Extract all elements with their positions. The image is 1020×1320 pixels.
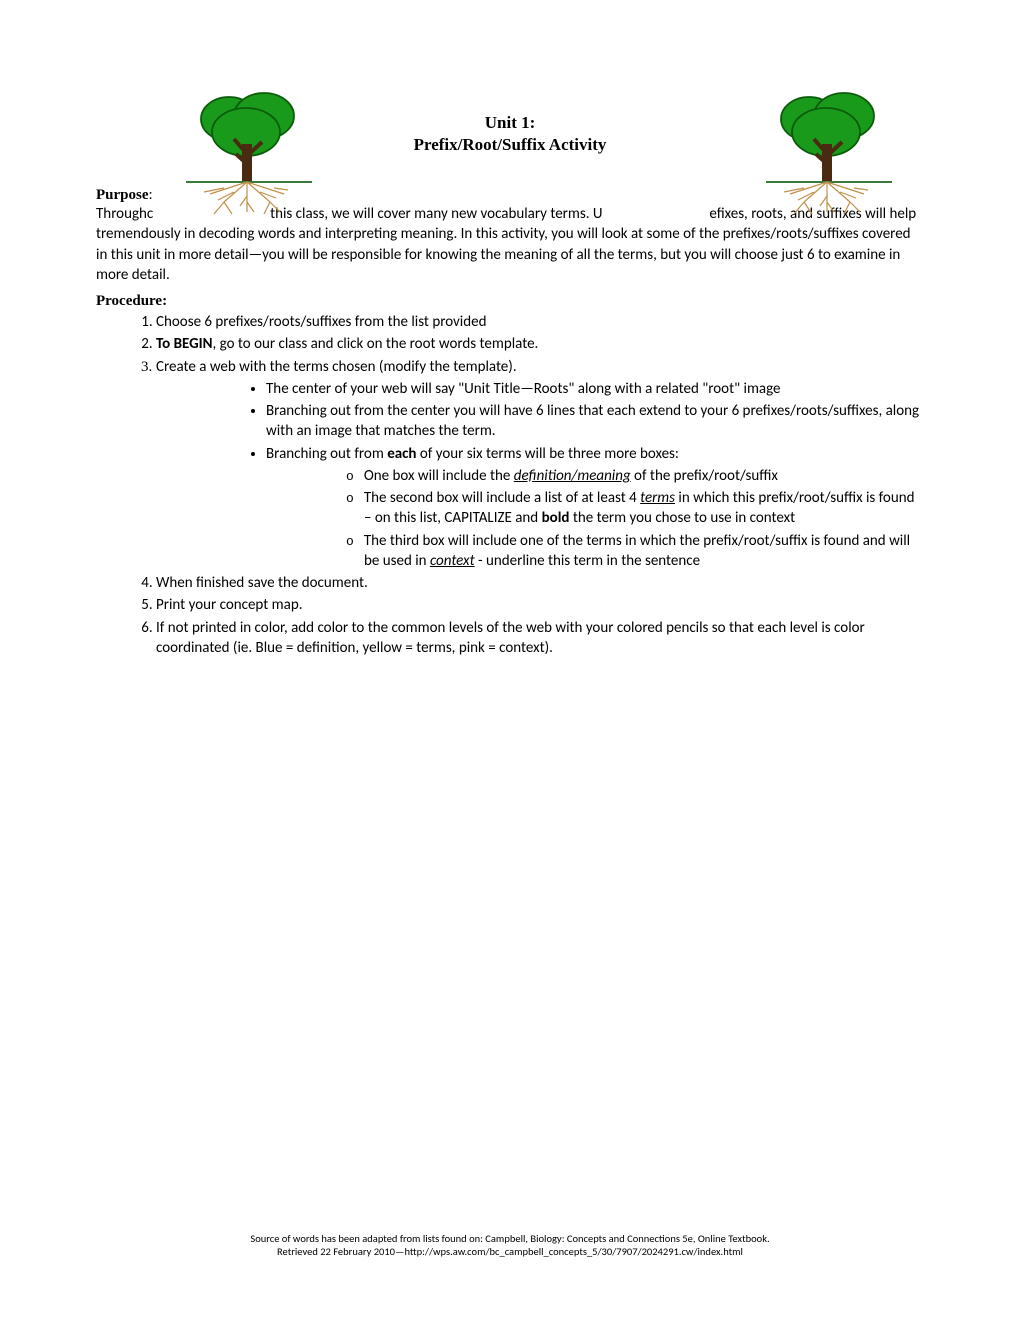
- procedure-3-b3-pre: Branching out from: [266, 445, 387, 463]
- procedure-item-5: Print your concept map.: [156, 595, 924, 615]
- c1-u: definition/meaning: [514, 467, 631, 485]
- procedure-item-2-bold: To BEGIN: [156, 335, 213, 353]
- procedure-3-b2: Branching out from the center you will h…: [266, 401, 924, 442]
- c2-post: the term you chose to use in context: [569, 509, 795, 527]
- procedure-item-4: When finished save the document.: [156, 573, 924, 593]
- procedure-item-1-text: Choose 6 prefixes/roots/suffixes from th…: [156, 313, 486, 331]
- procedure-3-b1: The center of your web will say "Unit Ti…: [266, 379, 924, 399]
- procedure-item-2: To BEGIN, go to our class and click on t…: [156, 334, 924, 354]
- procedure-item-5-text: Print your concept map.: [156, 596, 302, 614]
- purpose-frag1: Throughc: [96, 205, 153, 223]
- procedure-3-c2: The second box will include a list of at…: [346, 488, 924, 529]
- procedure-item-2-rest: , go to our class and click on the root …: [213, 335, 539, 353]
- c2-pre: The second box will include a list of at…: [364, 489, 640, 507]
- procedure-label: Procedure:: [96, 293, 924, 310]
- c2-bold: bold: [542, 509, 570, 527]
- purpose-frag2: this class, we will cover many new vocab…: [270, 205, 602, 223]
- procedure-3-b1-text: The center of your web will say "Unit Ti…: [266, 380, 781, 398]
- procedure-3-b3-post: of your six terms will be three more box…: [417, 445, 679, 463]
- procedure-3-b2-text: Branching out from the center you will h…: [266, 402, 919, 440]
- procedure-item-6: If not printed in color, add color to th…: [156, 618, 924, 659]
- procedure-item-1: Choose 6 prefixes/roots/suffixes from th…: [156, 312, 924, 332]
- c3-post: - underline this term in the sentence: [475, 552, 700, 570]
- procedure-3-c1: One box will include the definition/mean…: [346, 466, 924, 486]
- procedure-3-b3-bold: each: [387, 445, 416, 463]
- tree-icon: [184, 84, 314, 224]
- footer-line2: Retrieved 22 February 2010—http://wps.aw…: [96, 1245, 924, 1258]
- tree-icon: [764, 84, 894, 224]
- c3-u: context: [430, 552, 475, 570]
- procedure-item-3: Create a web with the terms chosen (modi…: [156, 357, 924, 572]
- c2-u: terms: [640, 489, 675, 507]
- procedure-item-6-text: If not printed in color, add color to th…: [156, 619, 865, 657]
- procedure-list: Choose 6 prefixes/roots/suffixes from th…: [96, 312, 924, 658]
- procedure-item-3-sub: The center of your web will say "Unit Ti…: [156, 379, 924, 571]
- procedure-3-circlelist: One box will include the definition/mean…: [266, 466, 924, 571]
- tree-image-right: [764, 84, 894, 224]
- footer-citation: Source of words has been adapted from li…: [96, 1232, 924, 1258]
- procedure-3-b3: Branching out from each of your six term…: [266, 444, 924, 572]
- procedure-item-4-text: When finished save the document.: [156, 574, 368, 592]
- procedure-3-c3: The third box will include one of the te…: [346, 531, 924, 572]
- procedure-item-3-text: Create a web with the terms chosen (modi…: [156, 358, 517, 376]
- c1-pre: One box will include the: [364, 467, 514, 485]
- purpose-label: Purpose: [96, 187, 149, 203]
- c1-post: of the prefix/root/suffix: [631, 467, 778, 485]
- tree-image-left: [184, 84, 314, 224]
- header-row: Unit 1: Prefix/Root/Suffix Activity: [96, 90, 924, 178]
- footer-line1: Source of words has been adapted from li…: [96, 1232, 924, 1245]
